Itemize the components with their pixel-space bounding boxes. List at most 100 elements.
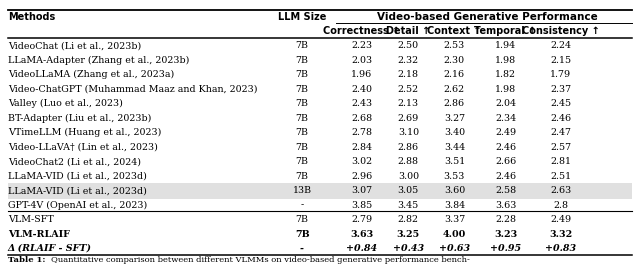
Text: 3.53: 3.53 [444, 172, 465, 181]
Text: 2.37: 2.37 [550, 85, 572, 94]
Text: LLaMA-VID (Li et al., 2023d): LLaMA-VID (Li et al., 2023d) [8, 172, 147, 181]
Text: 7B: 7B [296, 99, 308, 108]
Text: 3.02: 3.02 [351, 157, 372, 166]
Text: 2.43: 2.43 [351, 99, 372, 108]
Text: 2.23: 2.23 [351, 41, 372, 50]
Text: Valley (Luo et al., 2023): Valley (Luo et al., 2023) [8, 99, 122, 108]
Text: 13B: 13B [292, 186, 312, 195]
Text: 7B: 7B [296, 143, 308, 152]
Text: 7B: 7B [296, 85, 308, 94]
Text: -: - [300, 200, 304, 210]
Text: 3.10: 3.10 [397, 128, 419, 137]
Text: 1.96: 1.96 [351, 70, 372, 79]
Text: 3.63: 3.63 [495, 200, 516, 210]
Text: 1.94: 1.94 [495, 41, 516, 50]
Text: 2.53: 2.53 [444, 41, 465, 50]
Text: 3.07: 3.07 [351, 186, 372, 195]
Text: 2.46: 2.46 [550, 114, 572, 123]
Text: 7B: 7B [296, 128, 308, 137]
Text: 2.40: 2.40 [351, 85, 372, 94]
Text: 7B: 7B [295, 230, 309, 238]
Text: 2.32: 2.32 [397, 56, 419, 65]
Text: 2.28: 2.28 [495, 215, 516, 224]
Text: 1.82: 1.82 [495, 70, 516, 79]
Text: 2.79: 2.79 [351, 215, 372, 224]
Text: 3.37: 3.37 [444, 215, 465, 224]
Text: 3.27: 3.27 [444, 114, 465, 123]
Text: 3.45: 3.45 [397, 200, 419, 210]
Text: Video-ChatGPT (Muhammad Maaz and Khan, 2023): Video-ChatGPT (Muhammad Maaz and Khan, 2… [8, 85, 257, 94]
Text: 7B: 7B [296, 41, 308, 50]
Text: 2.13: 2.13 [397, 99, 419, 108]
Text: Video-based Generative Performance: Video-based Generative Performance [377, 12, 598, 22]
Text: +0.84: +0.84 [346, 244, 377, 253]
Text: 7B: 7B [296, 157, 308, 166]
Text: 2.03: 2.03 [351, 56, 372, 65]
Text: 2.62: 2.62 [444, 85, 465, 94]
Text: Context ↑: Context ↑ [427, 26, 482, 36]
Text: 2.24: 2.24 [550, 41, 571, 50]
Text: Δ (RLAIF - SFT): Δ (RLAIF - SFT) [8, 244, 92, 253]
Text: 2.88: 2.88 [398, 157, 419, 166]
Text: Methods: Methods [8, 12, 55, 22]
Text: VTimeLLM (Huang et al., 2023): VTimeLLM (Huang et al., 2023) [8, 128, 161, 137]
Text: Temporal ↑: Temporal ↑ [474, 26, 537, 36]
Text: 2.68: 2.68 [351, 114, 372, 123]
Text: 3.00: 3.00 [397, 172, 419, 181]
Text: 7B: 7B [296, 70, 308, 79]
Text: Quantitative comparison between different VLMMs on video-based generative perfor: Quantitative comparison between differen… [51, 256, 470, 264]
Text: 2.30: 2.30 [444, 56, 465, 65]
Text: 2.66: 2.66 [495, 157, 516, 166]
Text: VLM-SFT: VLM-SFT [8, 215, 53, 224]
Text: +0.95: +0.95 [490, 244, 521, 253]
Text: VLM-RLAIF: VLM-RLAIF [8, 230, 70, 238]
Text: +0.63: +0.63 [439, 244, 470, 253]
Text: 3.85: 3.85 [351, 200, 372, 210]
Text: 2.16: 2.16 [444, 70, 465, 79]
Text: 1.98: 1.98 [495, 56, 516, 65]
Text: -: - [300, 244, 304, 253]
Text: 1.79: 1.79 [550, 70, 572, 79]
Text: 2.81: 2.81 [550, 157, 571, 166]
Text: 3.63: 3.63 [350, 230, 373, 238]
Text: +0.43: +0.43 [393, 244, 424, 253]
Text: 3.23: 3.23 [494, 230, 517, 238]
Text: 3.51: 3.51 [444, 157, 465, 166]
Text: 2.46: 2.46 [495, 172, 516, 181]
Text: 7B: 7B [296, 215, 308, 224]
Text: 2.82: 2.82 [398, 215, 419, 224]
Text: BT-Adapter (Liu et al., 2023b): BT-Adapter (Liu et al., 2023b) [8, 114, 151, 123]
Text: 2.8: 2.8 [553, 200, 568, 210]
Text: 2.34: 2.34 [495, 114, 516, 123]
Text: 2.96: 2.96 [351, 172, 372, 181]
Text: Video-LLaVA† (Lin et al., 2023): Video-LLaVA† (Lin et al., 2023) [8, 143, 157, 152]
Text: 2.58: 2.58 [495, 186, 516, 195]
Text: 2.15: 2.15 [550, 56, 572, 65]
Text: Consistency ↑: Consistency ↑ [522, 26, 600, 36]
Text: 3.32: 3.32 [549, 230, 572, 238]
Text: 2.69: 2.69 [397, 114, 419, 123]
Text: 2.49: 2.49 [495, 128, 516, 137]
Text: Table 1:: Table 1: [8, 256, 45, 264]
Text: 3.05: 3.05 [397, 186, 419, 195]
Text: 7B: 7B [296, 172, 308, 181]
Text: 3.44: 3.44 [444, 143, 465, 152]
Text: 1.98: 1.98 [495, 85, 516, 94]
Text: 2.78: 2.78 [351, 128, 372, 137]
Text: 3.84: 3.84 [444, 200, 465, 210]
Text: 2.52: 2.52 [397, 85, 419, 94]
Text: Detail ↑: Detail ↑ [386, 26, 431, 36]
Text: 2.86: 2.86 [444, 99, 465, 108]
Text: Correctness ↑: Correctness ↑ [323, 26, 400, 36]
Text: 2.45: 2.45 [550, 99, 572, 108]
Text: 2.49: 2.49 [550, 215, 572, 224]
Text: GPT-4V (OpenAI et al., 2023): GPT-4V (OpenAI et al., 2023) [8, 200, 147, 210]
Text: 2.50: 2.50 [397, 41, 419, 50]
Text: LLaMA-VID (Li et al., 2023d): LLaMA-VID (Li et al., 2023d) [8, 186, 147, 195]
Text: 2.63: 2.63 [550, 186, 572, 195]
Text: LLM Size: LLM Size [278, 12, 326, 22]
Text: VideoChat (Li et al., 2023b): VideoChat (Li et al., 2023b) [8, 41, 141, 50]
Text: VideoLLaMA (Zhang et al., 2023a): VideoLLaMA (Zhang et al., 2023a) [8, 70, 174, 79]
Text: 2.84: 2.84 [351, 143, 372, 152]
Text: LLaMA-Adapter (Zhang et al., 2023b): LLaMA-Adapter (Zhang et al., 2023b) [8, 56, 189, 65]
